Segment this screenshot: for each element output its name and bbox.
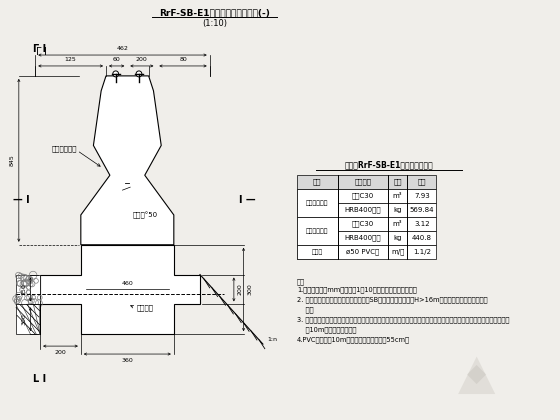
Text: $\Gamma$ I: $\Gamma$ I: [35, 45, 48, 57]
Text: 440.8: 440.8: [412, 235, 432, 241]
Bar: [16, 304, 40, 334]
Text: 上部护栏主体: 上部护栏主体: [306, 200, 328, 206]
Polygon shape: [40, 245, 200, 334]
Text: 80: 80: [179, 57, 187, 62]
Text: 200: 200: [238, 284, 242, 295]
Text: ø50 PVC管: ø50 PVC管: [346, 248, 379, 255]
Bar: [297, 245, 436, 259]
Text: 上部护栏主体: 上部护栏主体: [52, 145, 77, 152]
Text: L I: L I: [34, 374, 46, 384]
Text: ◆: ◆: [466, 362, 486, 386]
Text: 数量: 数量: [418, 179, 426, 186]
Text: 200: 200: [55, 350, 66, 355]
Text: m/根: m/根: [391, 248, 404, 255]
Text: 注：: 注：: [297, 278, 305, 285]
Bar: [297, 217, 436, 231]
Text: 569.84: 569.84: [409, 207, 434, 213]
Text: 混决土°50: 混决土°50: [132, 211, 157, 219]
Bar: [297, 245, 338, 259]
Bar: [297, 175, 436, 189]
Text: ▲: ▲: [458, 350, 494, 398]
Text: 项目: 项目: [313, 179, 321, 186]
Text: 排水管: 排水管: [311, 249, 323, 255]
Text: 下部护栏基础: 下部护栏基础: [306, 228, 328, 234]
Text: 2. 母干护栏护墓护栏主体，防撞等级为SB，如果中一路面宽度H>16m时应根据实际情况选用应用: 2. 母干护栏护墓护栏主体，防撞等级为SB，如果中一路面宽度H>16m时应根据实…: [297, 297, 487, 303]
Text: 300: 300: [248, 284, 253, 295]
Text: 300: 300: [22, 313, 26, 325]
Text: 250: 250: [22, 284, 26, 295]
Text: (1:10): (1:10): [202, 19, 227, 28]
Text: HRB400钢筋: HRB400钢筋: [344, 234, 381, 241]
Text: — I: — I: [13, 195, 30, 205]
Text: 7.93: 7.93: [414, 193, 430, 199]
Text: 1:n: 1:n: [268, 337, 278, 341]
Text: I —: I —: [239, 195, 255, 205]
Text: 1.本图尺寸单位mm尺，比例1：10，适用于一般公路路周。: 1.本图尺寸单位mm尺，比例1：10，适用于一般公路路周。: [297, 286, 417, 293]
Text: 混决C30: 混决C30: [352, 220, 374, 227]
Text: 板。: 板。: [297, 306, 314, 313]
Text: HRB400钢筋: HRB400钢筋: [344, 207, 381, 213]
Text: 单位: 单位: [393, 179, 402, 186]
Text: 材料规格: 材料规格: [354, 179, 371, 186]
Text: 4.PVC排水管每10m设置一根，管径不小于55cm。: 4.PVC排水管每10m设置一根，管径不小于55cm。: [297, 336, 410, 343]
Bar: [297, 231, 436, 245]
Bar: [297, 189, 338, 217]
Text: 200: 200: [136, 57, 148, 62]
Text: 60: 60: [113, 57, 120, 62]
Text: RrF-SB-E1栖柱式护栏正立面图(-): RrF-SB-E1栖柱式护栏正立面图(-): [159, 9, 270, 18]
Text: 462: 462: [116, 46, 128, 51]
Text: 845: 845: [10, 155, 15, 166]
Text: 3.12: 3.12: [414, 221, 430, 227]
Text: 125: 125: [65, 57, 77, 62]
Bar: [16, 275, 40, 304]
Text: 1.1/2: 1.1/2: [413, 249, 431, 255]
Circle shape: [136, 71, 142, 77]
Bar: [297, 217, 338, 245]
Text: 460: 460: [122, 281, 133, 286]
Text: 每延米RrF-SB-E1护栏材料数量表: 每延米RrF-SB-E1护栏材料数量表: [344, 161, 433, 170]
Text: kg: kg: [393, 235, 402, 241]
Bar: [297, 203, 436, 217]
Circle shape: [113, 71, 119, 77]
Text: m³: m³: [393, 193, 402, 199]
Text: kg: kg: [393, 207, 402, 213]
Text: m³: m³: [393, 221, 402, 227]
Text: 护栏基础: 护栏基础: [137, 304, 154, 311]
Polygon shape: [81, 76, 174, 245]
Bar: [297, 189, 436, 203]
Text: 混决C30: 混决C30: [352, 193, 374, 199]
Text: 每10m设置一道流水圆。: 每10m设置一道流水圆。: [297, 326, 356, 333]
Text: Γ I: Γ I: [34, 44, 46, 54]
Text: 3. 护栏护墓混决内应弹性管内，保证护栏箱基等各层电取量应不小于路平平均护栏预居局不小于水平概居想了预制了，: 3. 护栏护墓混决内应弹性管内，保证护栏箱基等各层电取量应不小于路平平均护栏预居…: [297, 316, 509, 323]
Text: 360: 360: [122, 358, 133, 363]
